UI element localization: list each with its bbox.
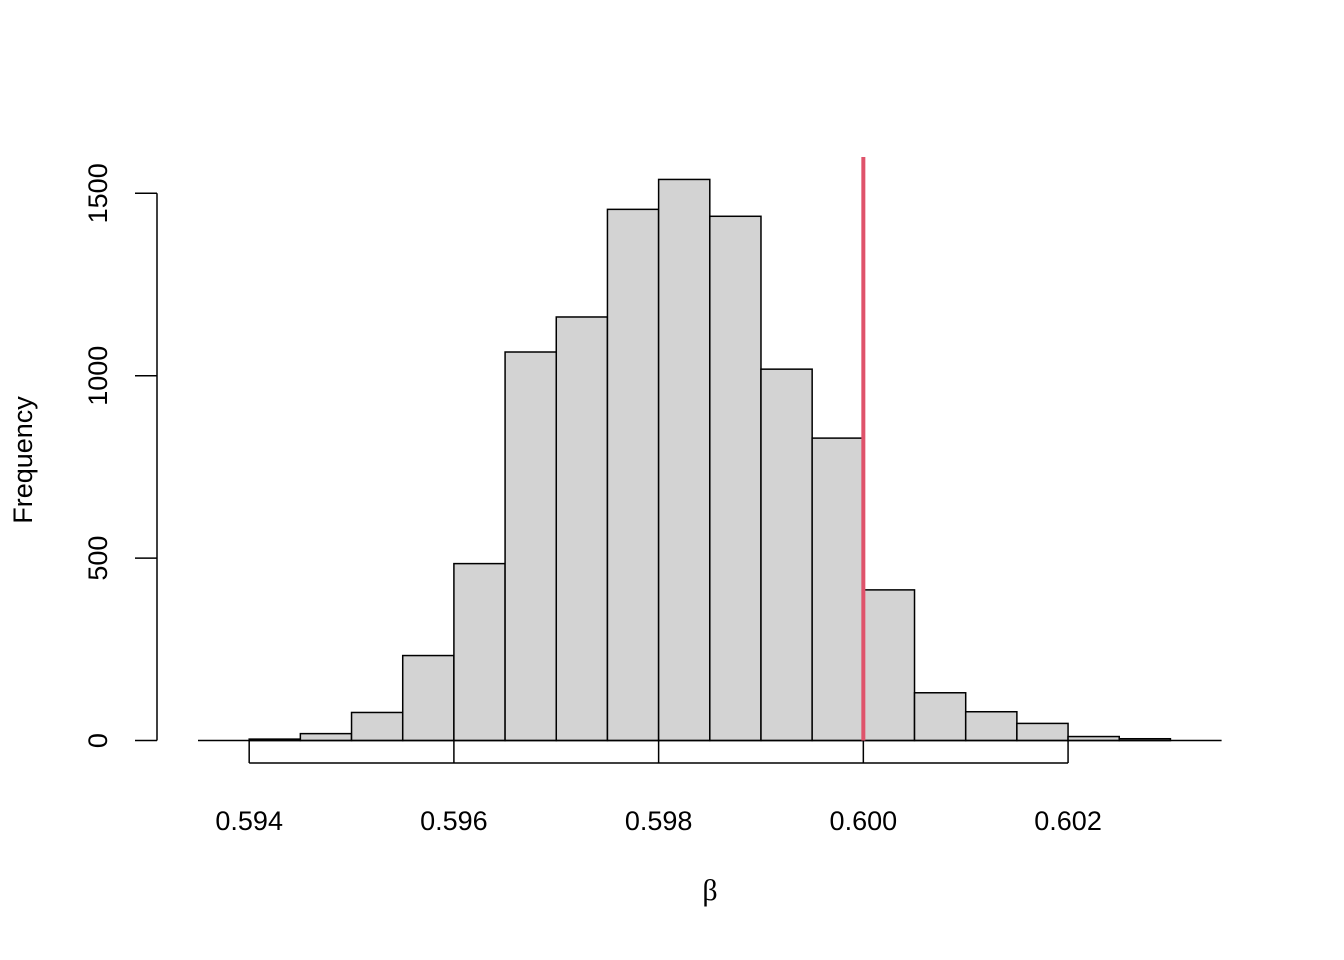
bar	[555, 316, 609, 742]
y-axis-label: Frequency	[8, 396, 38, 524]
bar	[862, 589, 916, 742]
bar	[504, 351, 558, 742]
bar	[811, 437, 865, 742]
bar	[606, 208, 660, 742]
bar	[760, 368, 813, 742]
bar	[709, 215, 762, 742]
y-tick-label: 1500	[83, 163, 113, 223]
bar	[401, 654, 455, 742]
y-tick-label: 0	[83, 733, 113, 748]
x-axis-label: β	[702, 874, 717, 907]
bar	[453, 562, 506, 742]
bar	[913, 692, 967, 742]
x-tick-label: 0.598	[625, 806, 693, 836]
bar	[657, 178, 711, 742]
x-tick-label: 0.602	[1034, 806, 1102, 836]
bar	[299, 732, 353, 742]
bar	[964, 710, 1018, 742]
y-tick-label: 500	[83, 536, 113, 581]
x-tick-label: 0.600	[830, 806, 898, 836]
y-tick-label: 1000	[83, 346, 113, 406]
bar	[350, 711, 404, 742]
bar	[1016, 722, 1069, 742]
x-tick-label: 0.594	[215, 806, 283, 836]
x-tick-label: 0.596	[420, 806, 488, 836]
